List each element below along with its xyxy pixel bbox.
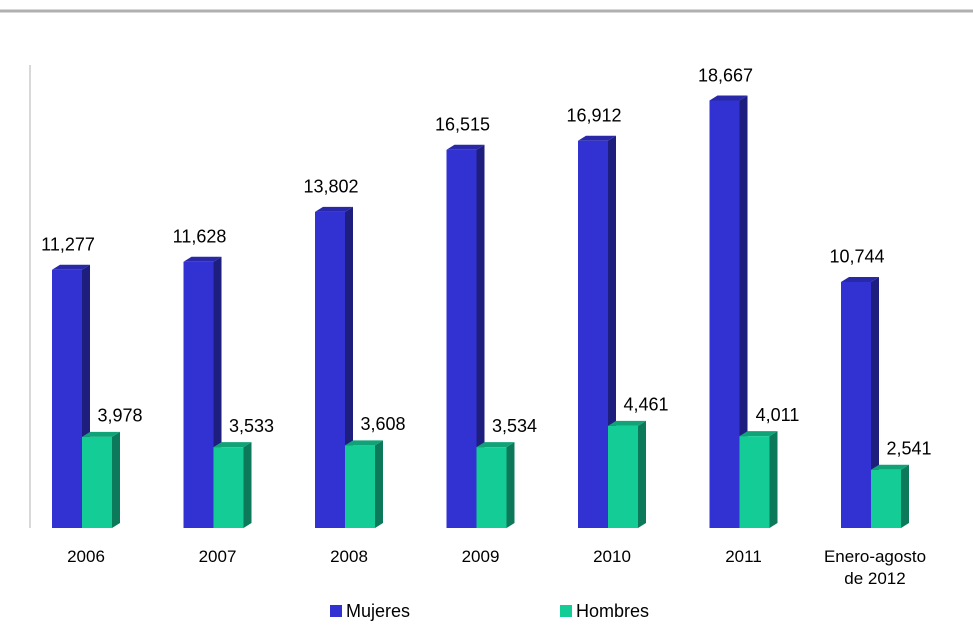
bar xyxy=(345,440,383,528)
legend-swatch xyxy=(330,605,342,617)
bar-face xyxy=(213,447,244,528)
bar-face xyxy=(871,469,901,528)
bar-face xyxy=(739,436,770,528)
legend-label: Mujeres xyxy=(346,601,410,621)
bar-face xyxy=(446,144,485,150)
x-tick-label: Enero-agosto de 2012 xyxy=(823,547,927,588)
bar-face xyxy=(709,95,748,101)
value-label: 16,515 xyxy=(435,115,490,135)
x-tick-label: 2006 xyxy=(67,547,105,566)
bar-face xyxy=(709,100,740,529)
bar-face xyxy=(476,442,515,448)
bar-face xyxy=(841,276,879,282)
bar-face xyxy=(183,261,214,528)
bar-face xyxy=(841,281,871,528)
bar xyxy=(446,144,485,528)
bar-face xyxy=(871,276,879,528)
value-label: 16,912 xyxy=(566,105,621,125)
bar-face xyxy=(638,420,646,528)
bar-face xyxy=(243,442,252,528)
bar-face xyxy=(446,149,477,528)
value-label: 3,608 xyxy=(360,414,405,434)
bar xyxy=(476,442,515,528)
value-label: 10,744 xyxy=(829,247,884,267)
x-tick-label: 2009 xyxy=(461,547,500,566)
bar-face xyxy=(476,144,485,528)
value-label: 18,667 xyxy=(698,65,753,85)
bar-face xyxy=(82,431,120,437)
bar-face xyxy=(183,256,222,262)
value-label: 13,802 xyxy=(303,177,358,197)
bar xyxy=(709,95,748,529)
bar-face xyxy=(739,95,748,529)
x-tick-label: 2010 xyxy=(593,547,631,566)
bar-face xyxy=(52,264,90,270)
bar xyxy=(82,431,120,528)
legend-swatch xyxy=(560,605,572,617)
bar-face xyxy=(112,431,120,528)
bar-face xyxy=(375,440,383,528)
bar-face xyxy=(871,464,909,470)
bar-face xyxy=(345,440,383,446)
bar-face xyxy=(506,442,515,528)
value-label: 11,628 xyxy=(173,226,227,246)
bar-face xyxy=(213,442,252,448)
bar-face xyxy=(82,436,112,528)
bar-face xyxy=(901,464,909,528)
value-label: 4,011 xyxy=(756,405,800,425)
bar-face xyxy=(739,431,778,437)
value-label: 3,533 xyxy=(229,416,274,436)
bar-face xyxy=(578,140,608,528)
value-label: 2,541 xyxy=(886,439,931,459)
legend-label: Hombres xyxy=(576,601,649,621)
bar-face xyxy=(608,420,646,426)
value-label: 11,277 xyxy=(41,235,95,255)
bar xyxy=(213,442,252,528)
value-label: 4,461 xyxy=(623,395,668,415)
bar xyxy=(871,464,909,528)
bar-face xyxy=(315,206,353,212)
bar-face xyxy=(769,431,778,528)
bar-face xyxy=(476,447,507,528)
x-tick-label: 2008 xyxy=(330,547,368,566)
value-label: 3,534 xyxy=(492,416,537,436)
bar-face xyxy=(345,445,375,528)
bar-face xyxy=(608,425,638,528)
value-label: 3,978 xyxy=(97,406,142,426)
bar-face xyxy=(52,269,82,528)
bar-face xyxy=(315,211,345,528)
x-tick-label: 2007 xyxy=(198,547,237,566)
bar xyxy=(841,276,879,528)
bar xyxy=(608,420,646,528)
x-tick-label: 2011 xyxy=(725,547,762,566)
bar xyxy=(739,431,778,528)
bar-face xyxy=(578,135,616,141)
